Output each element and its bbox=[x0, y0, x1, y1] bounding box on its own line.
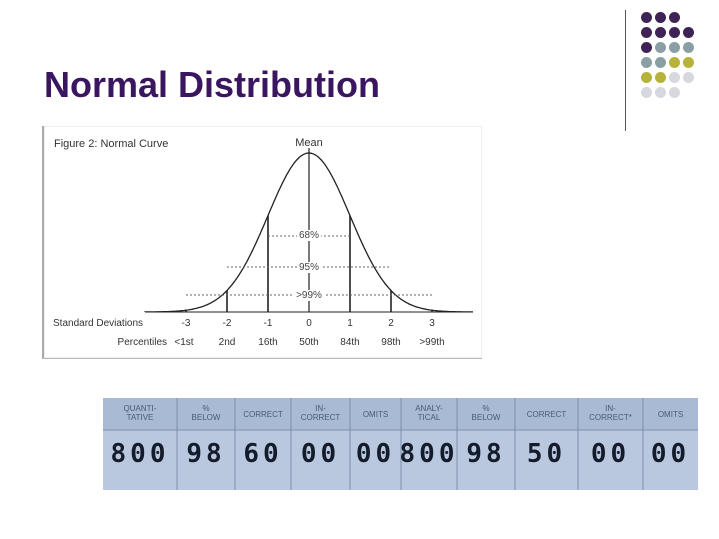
score-header: OMITS bbox=[363, 410, 388, 419]
slide-title: Normal Distribution bbox=[44, 64, 381, 105]
decor-dot bbox=[641, 72, 652, 83]
figure-caption: Figure 2: Normal Curve bbox=[54, 138, 168, 150]
decor-dot bbox=[641, 27, 652, 38]
percentile-label: 50th bbox=[299, 337, 318, 348]
std-tick-label: -2 bbox=[223, 318, 232, 329]
decor-dot bbox=[655, 57, 666, 68]
score-header: IN-CORRECT bbox=[301, 404, 341, 422]
decor-dot bbox=[669, 12, 680, 23]
normal-curve bbox=[144, 152, 473, 313]
std-tick-label: 2 bbox=[388, 318, 394, 329]
std-tick-label: 3 bbox=[429, 318, 435, 329]
decor-dot bbox=[683, 57, 694, 68]
score-value: 98 bbox=[186, 439, 225, 469]
decor-dot bbox=[683, 72, 694, 83]
decor-dot bbox=[641, 57, 652, 68]
score-value: 00 bbox=[356, 439, 395, 469]
score-header: OMITS bbox=[658, 410, 683, 419]
std-tick-label: 1 bbox=[347, 318, 353, 329]
decor-dot bbox=[669, 72, 680, 83]
band-label-95: 95% bbox=[299, 262, 319, 273]
decor-dot bbox=[655, 12, 666, 23]
score-value: 800 bbox=[400, 439, 459, 469]
decor-dot bbox=[669, 42, 680, 53]
decor-dot bbox=[655, 27, 666, 38]
score-report: QUANTI-TATIVE 800 % BELOW 98 CORRECT 60 IN-CORR… bbox=[103, 398, 698, 490]
band-label-bg bbox=[294, 290, 325, 301]
score-header: QUANTI-TATIVE bbox=[124, 404, 157, 422]
band-label-68: 68% bbox=[299, 230, 319, 241]
score-value: 800 bbox=[111, 439, 170, 469]
band-label-99: >99% bbox=[296, 290, 322, 301]
decor-divider bbox=[625, 10, 626, 131]
score-value: 60 bbox=[243, 439, 282, 469]
score-value: 00 bbox=[591, 439, 630, 469]
percentile-label: >99th bbox=[419, 337, 444, 348]
decor-dot bbox=[683, 27, 694, 38]
score-value: 98 bbox=[466, 439, 505, 469]
decor-dot bbox=[655, 87, 666, 98]
decor-dot bbox=[683, 42, 694, 53]
score-header: ANALY-TICAL bbox=[415, 404, 443, 422]
percentile-label: 84th bbox=[340, 337, 359, 348]
normal-curve-figure: Figure 2: Normal Curve Mean 68% 95% >99%… bbox=[42, 126, 482, 359]
score-header: IN-CORRECT* bbox=[589, 404, 632, 422]
score-header: % BELOW bbox=[472, 404, 501, 422]
score-header: CORRECT bbox=[243, 410, 283, 419]
pct-row-label: Percentiles bbox=[118, 337, 167, 348]
band-label-bg bbox=[296, 230, 322, 241]
percentile-label: 98th bbox=[381, 337, 400, 348]
percentile-label: 2nd bbox=[219, 337, 236, 348]
decor-dot bbox=[641, 42, 652, 53]
score-header: CORRECT bbox=[527, 410, 567, 419]
mean-label: Mean bbox=[295, 137, 323, 149]
score-value: 00 bbox=[651, 439, 690, 469]
std-tick-label: -3 bbox=[182, 318, 191, 329]
score-value: 00 bbox=[301, 439, 340, 469]
decor-dot bbox=[641, 87, 652, 98]
band-label-bg bbox=[296, 262, 322, 273]
score-report-svg: QUANTI-TATIVE 800 % BELOW 98 CORRECT 60 IN-CORR… bbox=[103, 398, 698, 490]
decor-dot bbox=[641, 12, 652, 23]
decor-dot bbox=[669, 57, 680, 68]
std-tick-label: 0 bbox=[306, 318, 312, 329]
std-tick-label: -1 bbox=[264, 318, 273, 329]
decor-dot bbox=[655, 72, 666, 83]
score-value: 50 bbox=[527, 439, 566, 469]
decor-dot bbox=[669, 87, 680, 98]
percentile-label: <1st bbox=[174, 337, 193, 348]
percentile-label: 16th bbox=[258, 337, 277, 348]
score-header: % BELOW bbox=[192, 404, 221, 422]
normal-curve-svg: Figure 2: Normal Curve Mean 68% 95% >99%… bbox=[53, 137, 473, 348]
decor-dot bbox=[655, 42, 666, 53]
decor-dot bbox=[669, 27, 680, 38]
std-row-label: Standard Deviations bbox=[53, 318, 143, 329]
